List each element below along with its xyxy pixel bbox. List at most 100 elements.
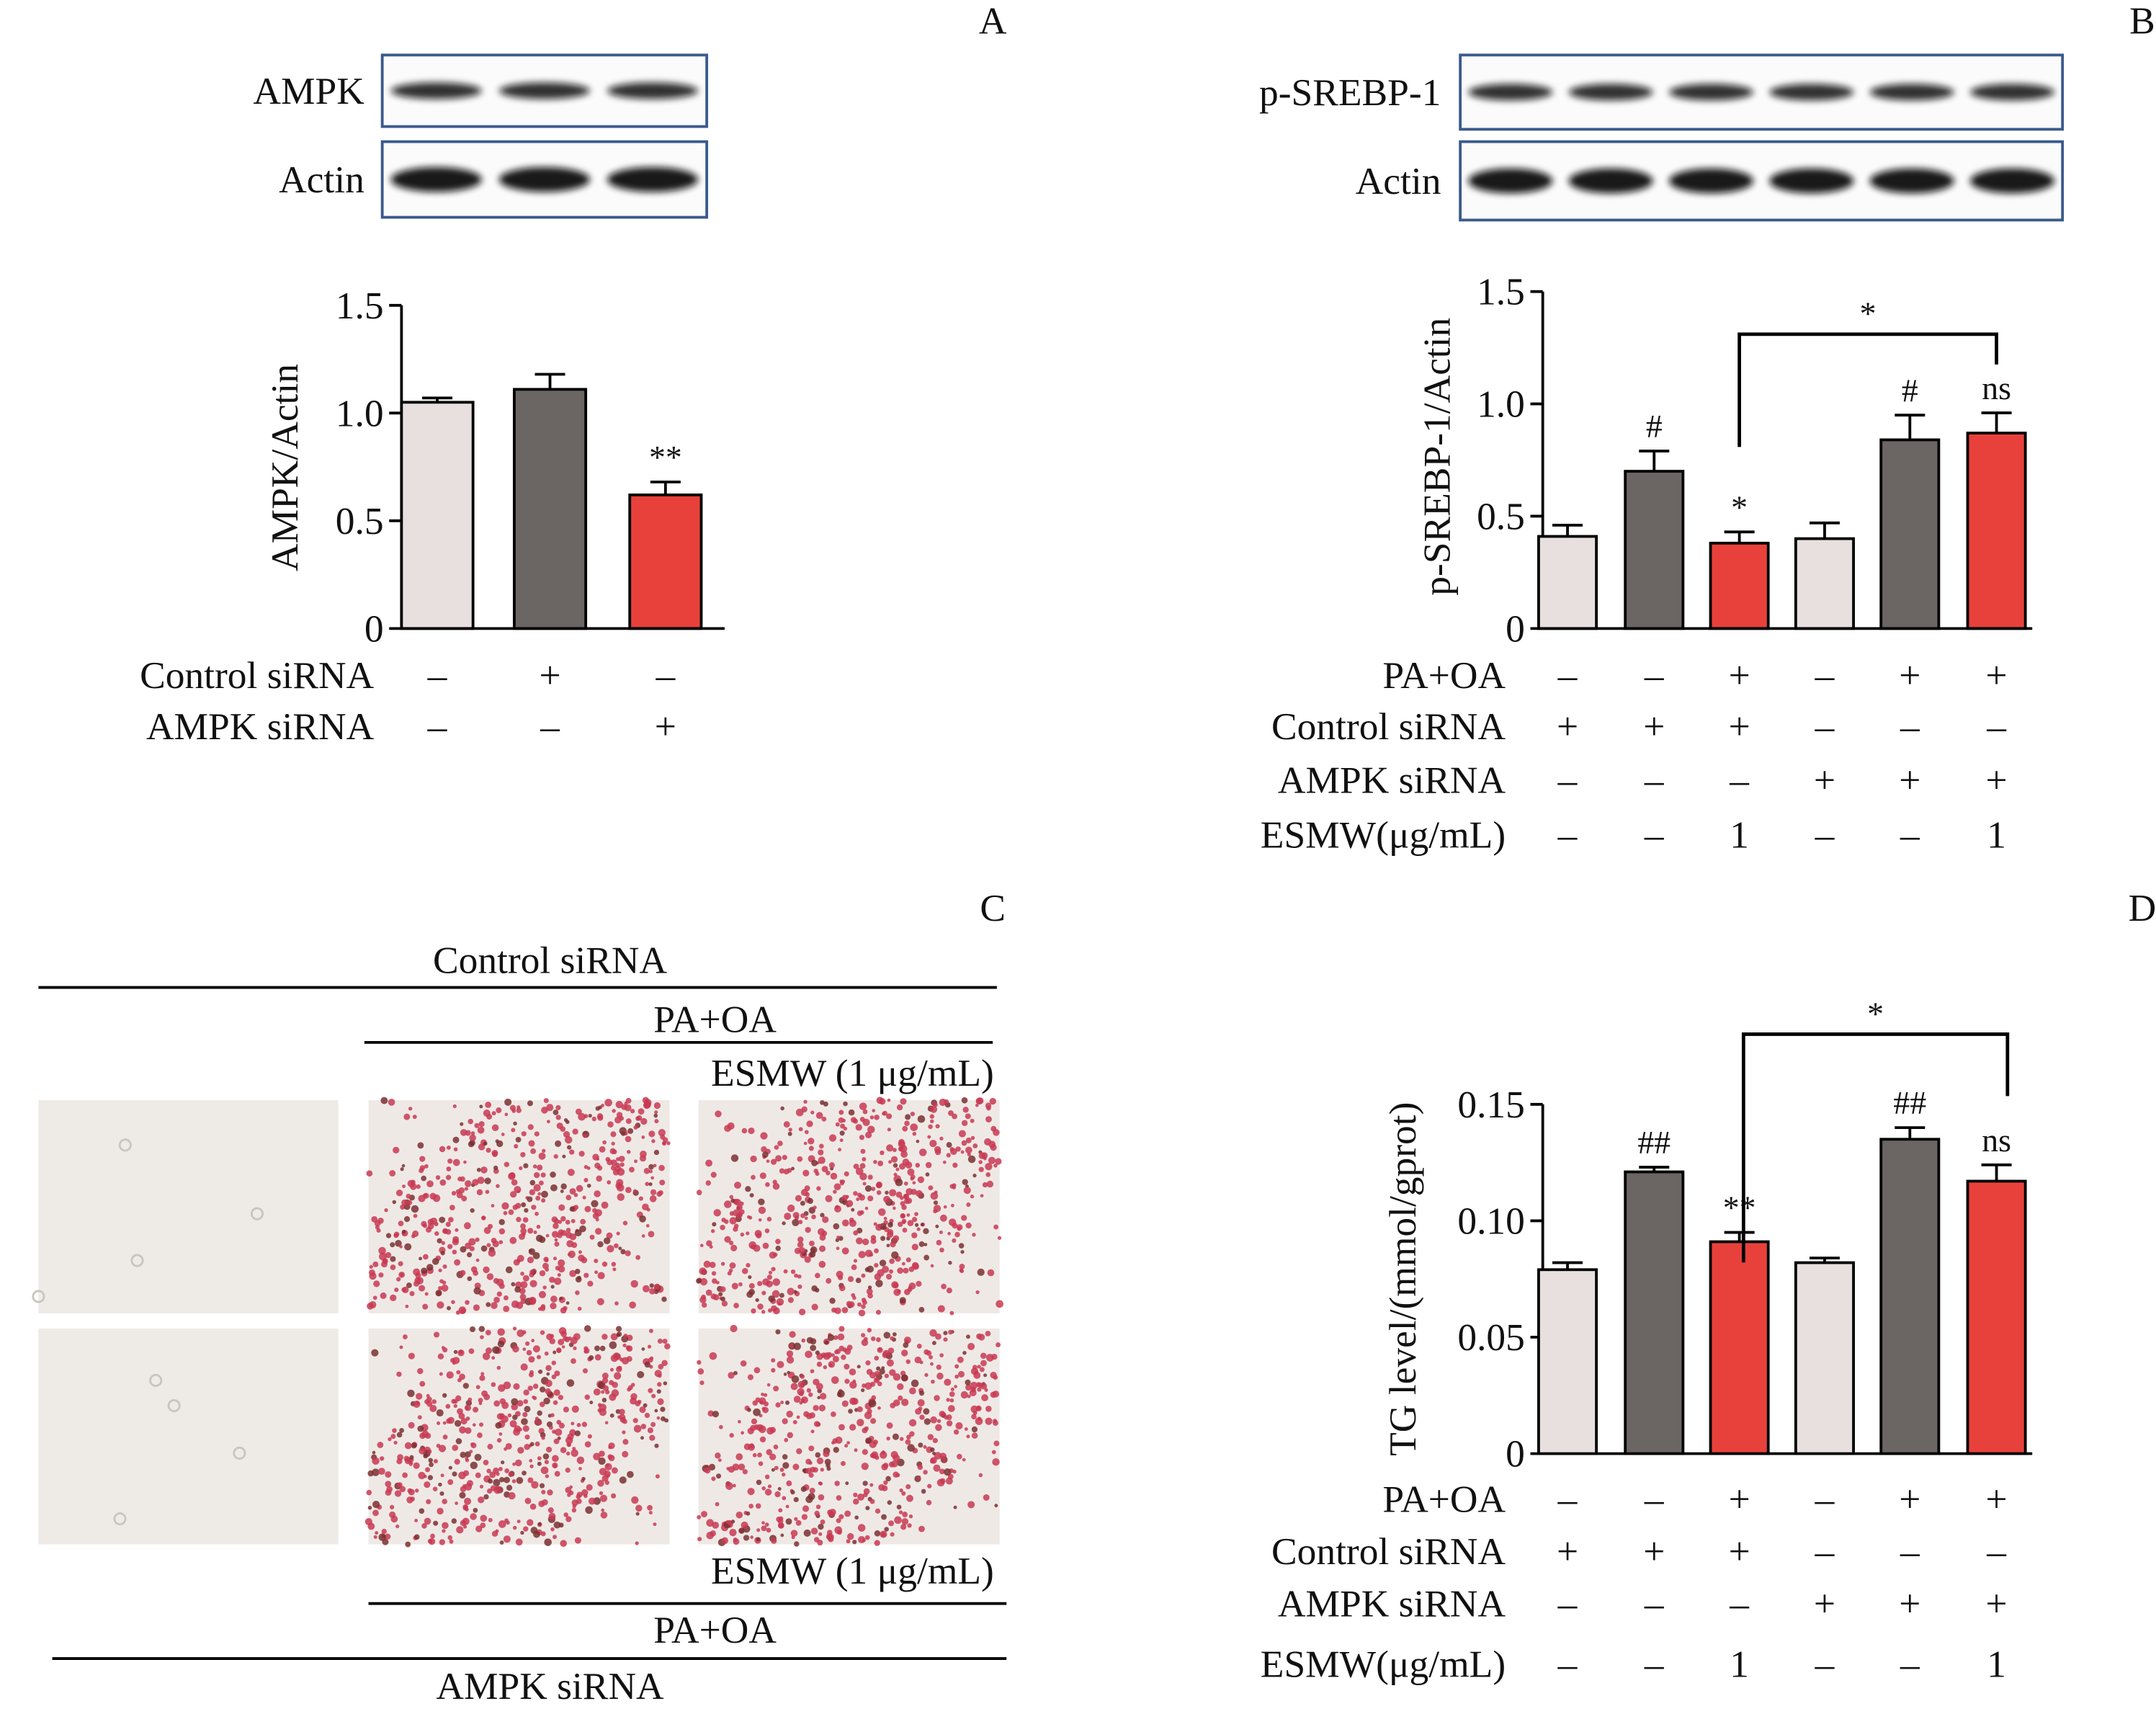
- lipid-droplet: [465, 1300, 470, 1305]
- lipid-droplet: [609, 1148, 616, 1154]
- lipid-droplet: [458, 1471, 466, 1480]
- lipid-droplet: [977, 1365, 981, 1369]
- lipid-droplet: [425, 1467, 431, 1473]
- lipid-droplet: [960, 1150, 965, 1154]
- lipid-droplet: [379, 1456, 385, 1461]
- lipid-droplet: [666, 1141, 671, 1146]
- lipid-droplet: [598, 1457, 606, 1465]
- lipid-droplet: [622, 1343, 627, 1347]
- lipid-droplet: [445, 1228, 452, 1235]
- lipid-droplet: [965, 1113, 971, 1120]
- group-label: ESMW (1 μg/mL): [711, 1549, 994, 1592]
- lipid-droplet: [529, 1442, 534, 1447]
- lipid-droplet: [782, 1418, 788, 1424]
- lipid-droplet: [766, 1449, 773, 1455]
- lipid-droplet: [451, 1190, 457, 1196]
- lipid-droplet: [392, 1200, 397, 1205]
- lipid-droplet: [508, 1491, 516, 1500]
- lipid-droplet: [616, 1112, 623, 1118]
- micrograph: [364, 1325, 671, 1548]
- lipid-droplet: [823, 1365, 828, 1370]
- lipid-droplet: [546, 1446, 553, 1453]
- lipid-droplet: [867, 1174, 873, 1180]
- lipid-droplet: [808, 1146, 814, 1151]
- lipid-droplet: [616, 1331, 622, 1337]
- condition-mark: +: [1643, 705, 1665, 748]
- lipid-droplet: [583, 1325, 591, 1332]
- group-label: ESMW (1 μg/mL): [711, 1051, 994, 1094]
- lipid-droplet: [409, 1455, 414, 1460]
- lipid-droplet: [797, 1380, 805, 1388]
- lipid-droplet: [769, 1453, 777, 1460]
- lipid-droplet: [930, 1362, 934, 1366]
- lipid-droplet: [622, 1450, 629, 1458]
- lipid-droplet: [921, 1488, 926, 1494]
- lipid-droplet: [782, 1154, 787, 1161]
- lipid-droplet: [654, 1370, 662, 1378]
- lipid-droplet: [923, 1254, 930, 1261]
- lipid-droplet: [560, 1447, 567, 1454]
- lipid-droplet: [864, 1249, 873, 1257]
- lipid-droplet: [454, 1259, 461, 1266]
- lipid-droplet: [787, 1297, 794, 1303]
- cell-debris: [130, 1254, 144, 1267]
- y-tick-label: 0.05: [1457, 1316, 1525, 1359]
- lipid-droplet: [901, 1205, 907, 1210]
- lipid-droplet: [440, 1473, 444, 1478]
- lipid-droplet: [646, 1208, 650, 1212]
- lipid-droplet: [537, 1164, 543, 1171]
- blot-band: [1869, 84, 1954, 101]
- lipid-droplet: [408, 1421, 415, 1429]
- lipid-droplet: [434, 1231, 439, 1236]
- lipid-droplet: [886, 1113, 893, 1120]
- lipid-droplet: [706, 1519, 714, 1527]
- lipid-droplet: [630, 1280, 638, 1288]
- lipid-droplet: [975, 1290, 980, 1295]
- lipid-droplet: [912, 1263, 919, 1270]
- condition-mark: –: [1644, 1643, 1665, 1686]
- lipid-droplet: [588, 1497, 596, 1505]
- lipid-droplet: [838, 1285, 846, 1292]
- lipid-droplet: [456, 1526, 464, 1534]
- lipid-droplet: [447, 1159, 453, 1164]
- blot-band: [1568, 168, 1653, 194]
- lipid-droplet: [538, 1369, 543, 1375]
- lipid-droplet: [378, 1272, 384, 1278]
- lipid-droplet: [385, 1533, 391, 1540]
- lipid-droplet: [625, 1250, 631, 1256]
- condition-mark: –: [1557, 1643, 1578, 1686]
- lipid-droplet: [607, 1159, 613, 1166]
- lipid-droplet: [798, 1246, 806, 1254]
- lipid-droplet: [775, 1245, 781, 1251]
- lipid-droplet: [468, 1348, 475, 1354]
- lipid-droplet: [778, 1508, 783, 1513]
- lipid-droplet: [875, 1508, 881, 1514]
- lipid-droplet: [869, 1115, 875, 1120]
- lipid-droplet: [592, 1153, 599, 1161]
- lipid-droplet: [800, 1189, 808, 1197]
- lipid-droplet: [783, 1121, 790, 1128]
- lipid-droplet: [763, 1393, 768, 1397]
- lipid-droplet: [856, 1419, 864, 1427]
- condition-mark: –: [540, 705, 560, 748]
- lipid-droplet: [524, 1434, 530, 1440]
- lipid-droplet: [729, 1262, 736, 1269]
- lipid-droplet: [638, 1196, 643, 1201]
- lipid-droplet: [384, 1208, 388, 1213]
- blot-frame: [1459, 53, 2065, 131]
- lipid-droplet: [862, 1449, 869, 1455]
- lipid-droplet: [578, 1254, 585, 1262]
- lipid-droplet: [445, 1221, 451, 1227]
- lipid-droplet: [543, 1256, 549, 1262]
- lipid-droplet: [465, 1427, 472, 1434]
- lipid-droplet: [914, 1212, 918, 1216]
- lipid-droplet: [534, 1211, 539, 1216]
- lipid-droplet: [431, 1399, 437, 1404]
- lipid-droplet: [962, 1351, 967, 1355]
- condition-mark: –: [1986, 705, 2007, 748]
- lipid-droplet: [521, 1418, 528, 1426]
- panel-letter: A: [979, 0, 1007, 43]
- lipid-droplet: [912, 1181, 916, 1185]
- lipid-droplet: [935, 1424, 942, 1432]
- lipid-droplet: [880, 1150, 885, 1156]
